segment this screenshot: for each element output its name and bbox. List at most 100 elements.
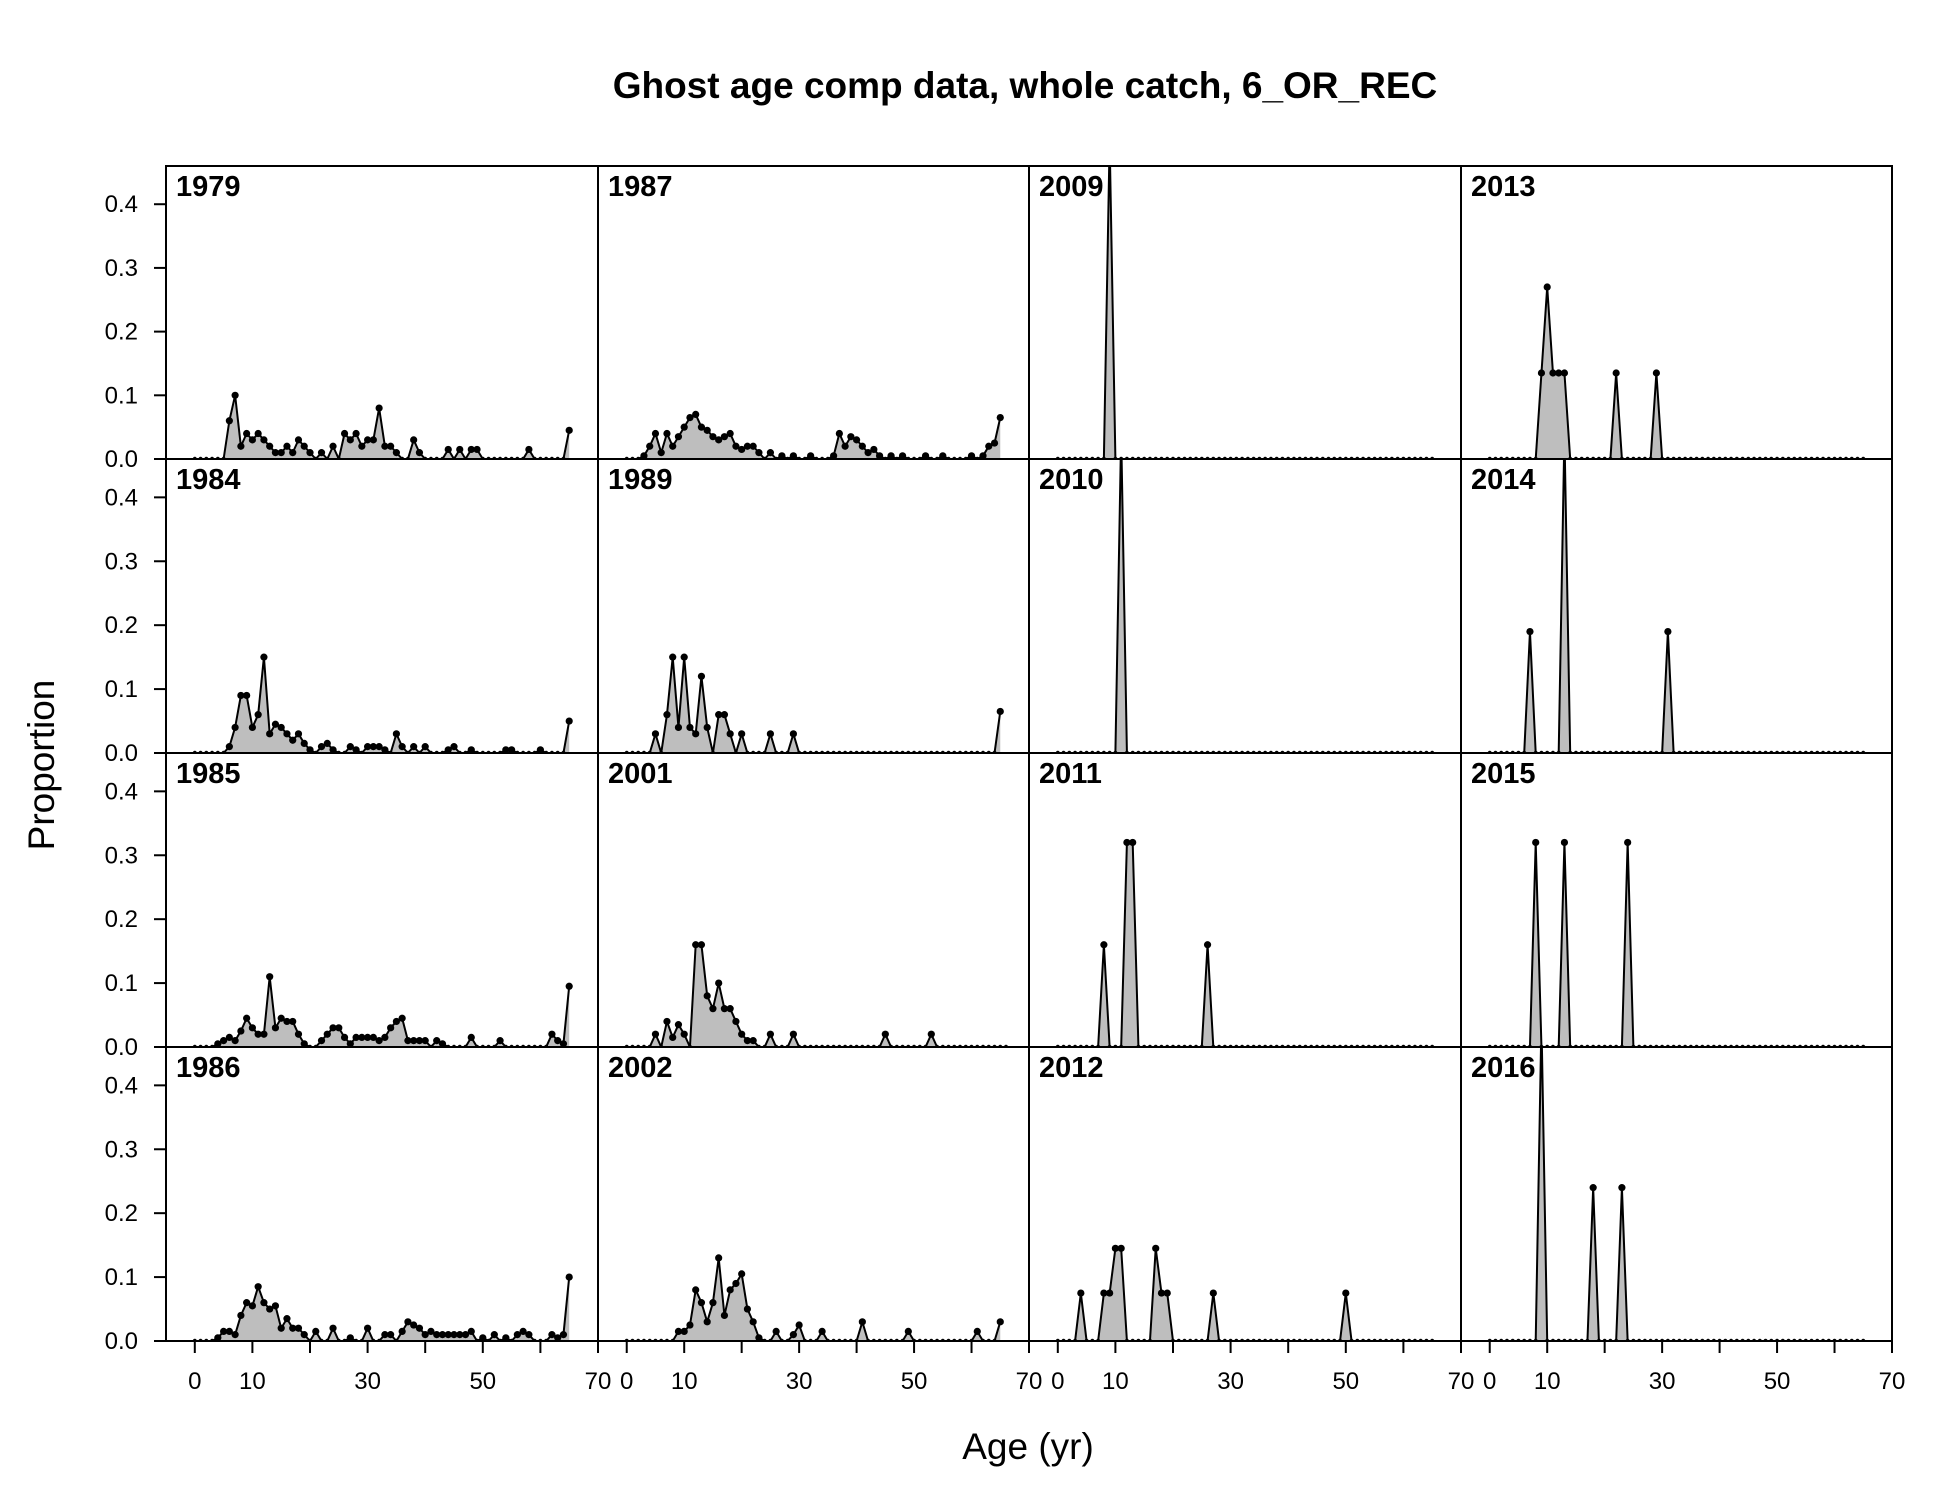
point-2001-age-13 [697,941,706,949]
y-axis-title: Proportion [21,680,62,851]
area-1986 [194,1277,570,1341]
point-2013-age-29 [1652,369,1660,377]
point-1987-age-60 [967,452,976,459]
point-1987-age-11 [686,414,694,422]
point-1984-age-19 [300,739,308,748]
x-tick-label: 50 [1764,1368,1791,1395]
point-1986-age-58 [525,1331,533,1339]
x-tick-label: 70 [1879,1368,1906,1395]
point-1987-age-4 [646,442,654,450]
point-1979-age-48 [467,445,475,454]
y-tick-label: 0.4 [105,191,138,218]
y-tick-label: 0.2 [105,319,138,346]
x-tick-label: 10 [1102,1368,1129,1395]
point-1986-age-46 [456,1331,464,1339]
x-tick-label: 0 [1051,1368,1064,1395]
series-line-2015 [1489,842,1864,1047]
point-2001-age-15 [709,1005,717,1013]
point-1985-age-48 [467,1033,475,1042]
point-1984-age-31 [369,743,377,751]
point-2001-age-45 [881,1030,889,1038]
point-1979-age-6 [225,417,233,425]
point-1984-age-28 [352,746,360,753]
point-2002-age-13 [697,1299,706,1307]
point-1986-age-16 [283,1315,291,1323]
point-1985-age-32 [375,1037,383,1045]
panel-2016-plot [1487,1047,1866,1341]
point-2013-age-12 [1555,369,1563,377]
point-1987-age-46 [887,452,895,459]
point-1985-age-38 [410,1037,418,1045]
panel-2016: 2016 [1471,1047,1866,1341]
point-1989-age-13 [697,672,706,680]
point-1984-age-6 [225,743,233,751]
point-1986-age-21 [312,1327,320,1336]
point-1985-age-8 [237,1027,245,1035]
point-1986-age-5 [220,1327,228,1336]
point-2015-age-24 [1624,838,1632,847]
y-tick-label: 0.3 [105,842,138,869]
point-1987-age-62 [979,452,987,459]
point-2002-age-34 [818,1327,826,1336]
point-1984-age-54 [502,746,510,753]
point-2011-age-26 [1203,941,1212,949]
point-2002-age-26 [772,1327,780,1336]
point-1987-age-10 [680,423,688,431]
y-tick-label: 0.2 [105,612,138,639]
point-1985-age-24 [329,1024,337,1032]
point-1984-age-38 [410,743,418,751]
point-1987-age-20 [738,445,746,454]
point-1979-age-20 [306,449,314,457]
point-1985-age-27 [346,1040,354,1047]
point-1984-age-20 [306,746,314,753]
point-1985-age-43 [438,1040,447,1047]
panel-2013-plot [1487,283,1866,459]
point-1986-age-42 [433,1331,441,1339]
point-1984-age-40 [421,743,429,751]
point-2012-age-9 [1106,1289,1114,1297]
point-1984-age-33 [381,746,389,753]
point-1984-age-32 [375,743,383,751]
x-tick-label: 50 [901,1368,928,1395]
point-1986-age-45 [450,1331,458,1339]
point-2002-age-20 [738,1270,746,1278]
point-2012-age-17 [1152,1244,1160,1252]
point-1985-age-31 [369,1033,377,1042]
panel-label-2013: 2013 [1471,171,1536,203]
panel-2011-plot [1055,838,1435,1047]
point-1986-age-44 [444,1331,452,1339]
point-1986-age-11 [254,1283,262,1291]
x-tick-label: 10 [1534,1368,1561,1395]
point-1985-age-33 [381,1033,389,1042]
y-tick-label: 0.4 [105,778,138,805]
point-1979-age-58 [525,445,533,454]
point-1984-age-11 [254,711,262,719]
point-1979-age-29 [358,442,366,450]
area-2010 [1057,459,1433,753]
point-1989-age-9 [674,723,683,732]
panel-label-1985: 1985 [176,758,241,790]
area-2011 [1057,842,1433,1047]
point-1985-age-7 [231,1037,239,1045]
area-1987 [626,414,1001,459]
point-2011-age-13 [1129,838,1137,847]
point-2001-age-22 [749,1037,757,1045]
panel-2010-plot [1055,459,1435,753]
panel-2014-plot [1487,459,1866,753]
y-tick-label: 0.0 [105,446,138,473]
point-1987-age-15 [709,433,717,441]
x-tick-label: 30 [786,1368,813,1395]
point-2002-age-10 [680,1327,688,1336]
point-1987-age-55 [939,452,947,459]
y-tick-label: 0.0 [105,740,138,767]
point-1985-age-18 [294,1030,303,1038]
point-1986-age-19 [300,1331,308,1339]
point-1979-age-39 [415,449,424,457]
point-1984-age-13 [266,730,274,738]
panel-label-2002: 2002 [608,1052,673,1084]
point-1979-age-19 [300,442,308,450]
y-tick-label: 0.3 [105,1136,138,1163]
point-2001-age-29 [789,1030,797,1038]
point-2002-age-41 [858,1318,866,1326]
point-1986-age-17 [289,1324,297,1332]
